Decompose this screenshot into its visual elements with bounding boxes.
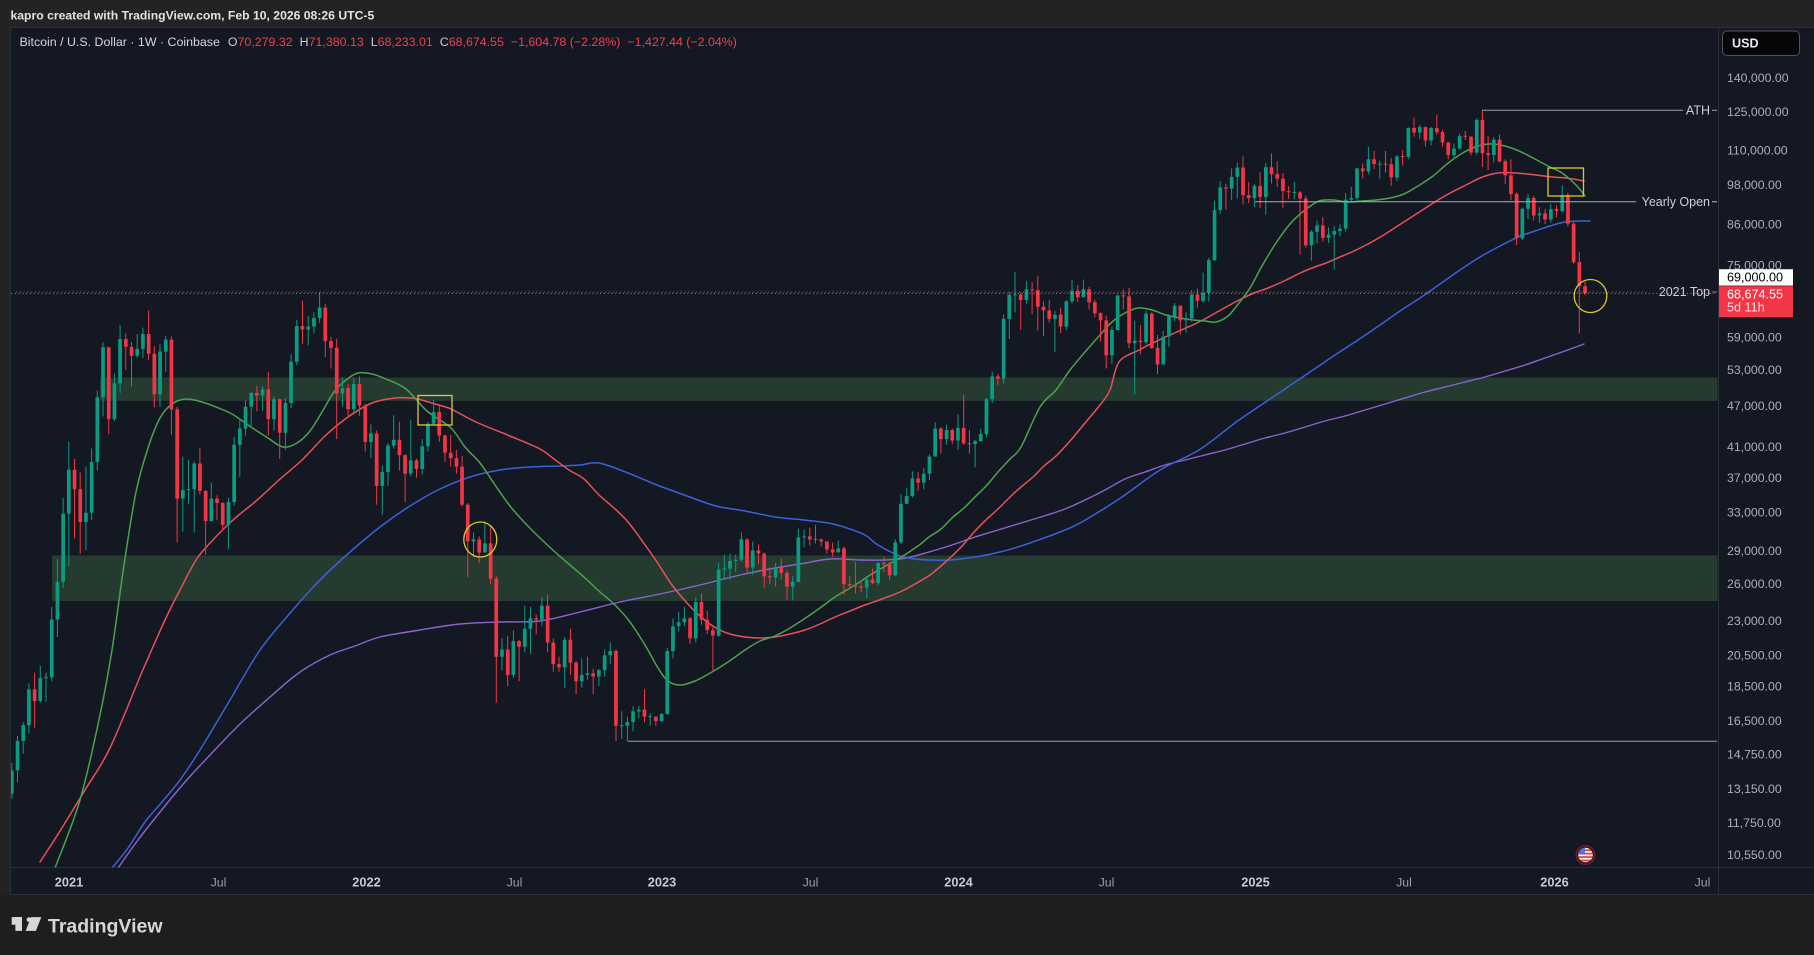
svg-text:37,000.00: 37,000.00 xyxy=(1727,471,1782,485)
svg-text:125,000.00: 125,000.00 xyxy=(1727,105,1789,119)
svg-text:13,150.00: 13,150.00 xyxy=(1727,782,1782,796)
svg-text:86,000.00: 86,000.00 xyxy=(1727,218,1782,232)
svg-text:69,000.00: 69,000.00 xyxy=(1727,271,1783,285)
svg-text:Bitcoin / U.S. Dollar · 1W · C: Bitcoin / U.S. Dollar · 1W · Coinbase O70… xyxy=(20,35,737,49)
svg-text:59,000.00: 59,000.00 xyxy=(1727,331,1782,345)
svg-text:Jul: Jul xyxy=(211,876,227,890)
svg-text:53,000.00: 53,000.00 xyxy=(1727,363,1782,377)
svg-text:110,000.00: 110,000.00 xyxy=(1727,144,1788,158)
svg-text:33,000.00: 33,000.00 xyxy=(1727,505,1782,519)
svg-text:Jul: Jul xyxy=(1099,876,1115,890)
svg-text:2021 Top: 2021 Top xyxy=(1659,285,1710,299)
svg-text:18,500.00: 18,500.00 xyxy=(1727,679,1782,693)
svg-text:2024: 2024 xyxy=(944,875,973,890)
svg-text:2026: 2026 xyxy=(1540,875,1568,890)
svg-text:11,750.00: 11,750.00 xyxy=(1727,816,1781,830)
svg-text:ATH: ATH xyxy=(1686,103,1710,117)
svg-text:5d 11h: 5d 11h xyxy=(1727,300,1765,314)
svg-text:Yearly Open: Yearly Open xyxy=(1642,195,1710,209)
svg-text:26,000.00: 26,000.00 xyxy=(1727,577,1782,591)
svg-text:16,500.00: 16,500.00 xyxy=(1727,714,1782,728)
svg-text:29,000.00: 29,000.00 xyxy=(1727,544,1782,558)
svg-text:Jul: Jul xyxy=(1396,876,1412,890)
svg-text:75,000.00: 75,000.00 xyxy=(1727,259,1782,273)
svg-text:2021: 2021 xyxy=(55,875,83,890)
svg-text:kapro created with TradingView: kapro created with TradingView.com, Feb … xyxy=(11,9,375,23)
svg-text:98,000.00: 98,000.00 xyxy=(1727,178,1782,192)
svg-text:10,550.00: 10,550.00 xyxy=(1727,848,1782,862)
svg-text:47,000.00: 47,000.00 xyxy=(1727,399,1782,413)
svg-text:41,000.00: 41,000.00 xyxy=(1727,440,1782,454)
svg-text:14,750.00: 14,750.00 xyxy=(1727,748,1782,762)
svg-text:68,674.55: 68,674.55 xyxy=(1727,287,1783,301)
svg-text:2025: 2025 xyxy=(1241,875,1269,890)
svg-text:Jul: Jul xyxy=(507,876,523,890)
svg-text:Jul: Jul xyxy=(1695,876,1711,890)
svg-text:23,000.00: 23,000.00 xyxy=(1727,614,1782,628)
svg-text:140,000.00: 140,000.00 xyxy=(1727,71,1789,85)
svg-text:Jul: Jul xyxy=(803,876,819,890)
svg-text:2022: 2022 xyxy=(352,875,380,890)
svg-text:USD: USD xyxy=(1732,37,1759,51)
svg-text:20,500.00: 20,500.00 xyxy=(1727,649,1782,663)
svg-text:2023: 2023 xyxy=(648,875,676,890)
svg-text:TradingView: TradingView xyxy=(48,916,163,938)
